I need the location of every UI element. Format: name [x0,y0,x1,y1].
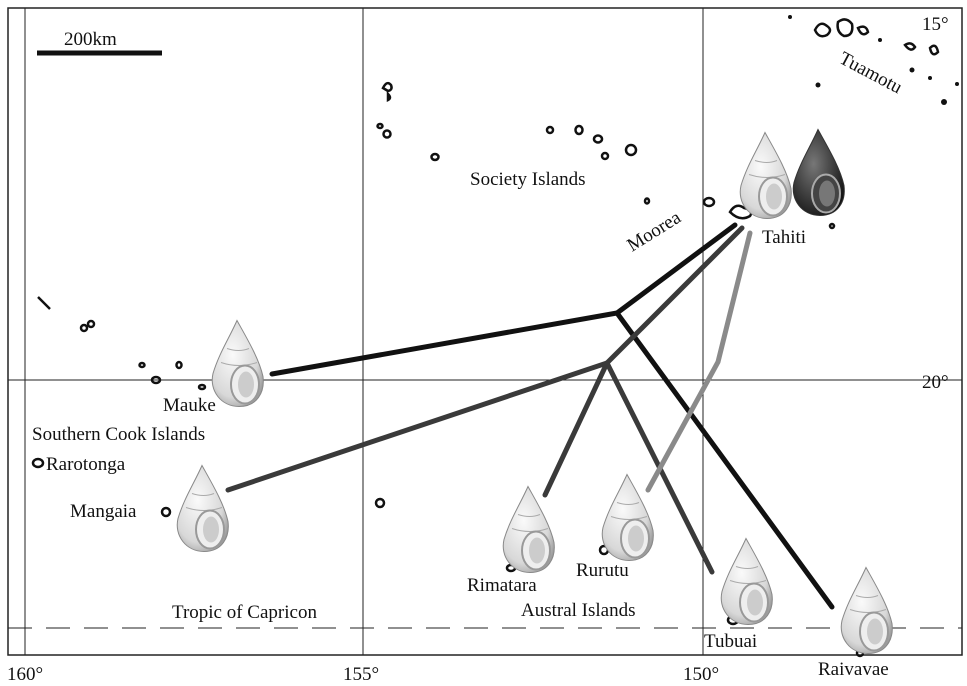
place-label: Southern Cook Islands [32,424,205,445]
scale-label: 200km [64,29,117,50]
place-label: Raivavae [818,659,889,680]
place-label: Tuamotu [836,48,906,99]
latitude-label: 15° [922,14,949,35]
latitude-label: 20° [922,372,949,393]
place-label: Mauke [163,395,216,416]
place-label: Austral Islands [521,600,636,621]
longitude-label: 160° [7,664,43,685]
shell [793,130,844,216]
place-label: Mangaia [70,501,137,522]
place-label: Tahiti [762,227,806,248]
place-label: Tubuai [704,631,757,652]
place-label: Moorea [624,207,686,256]
shell [503,487,554,573]
tropic-label: Tropic of Capricon [172,602,317,623]
shell [602,475,653,561]
place-label: Rimatara [467,575,537,596]
shell [212,321,263,407]
shell [721,539,772,625]
longitude-label: 155° [343,664,379,685]
shell [740,133,791,219]
frame [8,8,962,655]
place-label: Rurutu [576,560,629,581]
place-label: Rarotonga [46,454,126,475]
longitude-label: 150° [683,664,719,685]
shell [841,568,892,654]
place-label: Society Islands [470,169,586,190]
shell [177,466,228,552]
map: 200km 15° 20° 160° 155° 150° [0,0,967,686]
